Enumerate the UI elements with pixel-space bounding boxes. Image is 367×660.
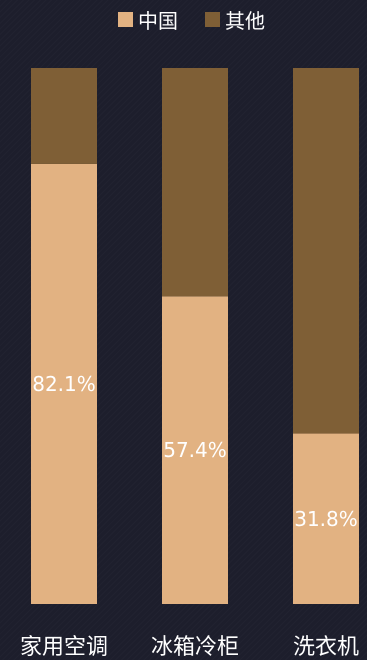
x-tick-label: 家用空调: [20, 635, 108, 660]
data-label: 82.1%: [32, 372, 96, 396]
legend-swatch-other: [205, 12, 220, 27]
bar-segment-china[interactable]: [31, 163, 97, 604]
bar-segment-other[interactable]: [293, 68, 359, 434]
x-tick-label: 洗衣机: [293, 635, 359, 660]
legend-swatch-china: [118, 12, 133, 27]
bar-segment-other[interactable]: [162, 68, 228, 297]
bar-segment-other[interactable]: [31, 68, 97, 164]
data-label: 31.8%: [294, 507, 358, 531]
bar-segment-china[interactable]: [293, 433, 359, 604]
legend-item-china[interactable]: 中国: [118, 9, 178, 33]
x-axis: 家用空调 冰箱冷柜 洗衣机: [20, 635, 359, 660]
legend: 中国 其他: [118, 9, 265, 33]
bars: [31, 68, 359, 604]
bar-segment-china[interactable]: [162, 296, 228, 604]
legend-label-other: 其他: [225, 9, 265, 33]
legend-item-other[interactable]: 其他: [205, 9, 265, 33]
data-label: 57.4%: [163, 438, 227, 462]
data-labels: 82.1% 57.4% 31.8%: [32, 372, 358, 531]
legend-label-china: 中国: [138, 9, 178, 33]
x-tick-label: 冰箱冷柜: [151, 635, 239, 660]
